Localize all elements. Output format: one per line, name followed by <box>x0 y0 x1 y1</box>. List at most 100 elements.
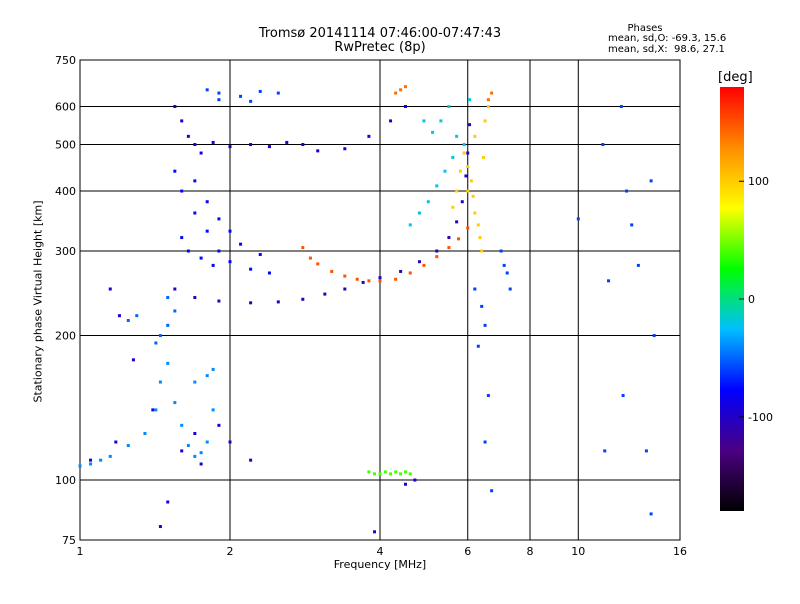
data-point <box>466 164 470 168</box>
data-point <box>89 458 93 462</box>
data-point <box>468 123 472 127</box>
data-point <box>480 304 484 308</box>
data-point <box>108 454 112 458</box>
data-point <box>417 211 421 215</box>
data-point <box>301 297 305 301</box>
data-point <box>367 470 371 474</box>
data-point <box>455 220 459 224</box>
data-point <box>447 246 451 250</box>
data-point <box>576 217 580 221</box>
data-point <box>447 105 451 109</box>
data-point <box>199 151 203 155</box>
data-point <box>228 440 232 444</box>
x-tick-label: 1 <box>77 545 84 558</box>
data-point <box>166 296 170 300</box>
colorbar-tick-label: 100 <box>748 175 769 188</box>
data-point <box>343 147 347 151</box>
data-point <box>89 462 93 466</box>
data-point <box>228 145 232 149</box>
data-point <box>422 263 426 267</box>
data-point <box>649 179 653 183</box>
data-point <box>249 99 253 103</box>
data-point <box>126 444 130 448</box>
data-point <box>355 277 359 281</box>
data-point <box>439 119 443 123</box>
data-point <box>403 482 407 486</box>
data-point <box>644 449 648 453</box>
data-point <box>99 458 103 462</box>
data-point <box>199 256 203 260</box>
data-point <box>126 318 130 322</box>
data-point <box>193 296 197 300</box>
data-point <box>408 223 412 227</box>
data-point <box>625 189 629 193</box>
data-point <box>607 279 611 283</box>
y-tick-label: 200 <box>55 330 76 343</box>
phase-stats-o: mean, sd,O: -69.3, 15.6 <box>608 33 727 44</box>
data-point <box>173 105 177 109</box>
data-point <box>373 472 377 476</box>
data-point <box>228 260 232 264</box>
data-point <box>78 464 82 468</box>
data-point <box>383 470 387 474</box>
data-point <box>601 143 605 147</box>
data-point <box>193 211 197 215</box>
data-point <box>205 374 209 378</box>
data-point <box>285 140 289 144</box>
x-tick-label: 2 <box>227 545 234 558</box>
data-point <box>389 119 393 123</box>
data-point <box>117 314 121 318</box>
data-point <box>466 189 470 193</box>
data-point <box>490 489 494 493</box>
data-point <box>217 98 221 102</box>
data-point <box>483 323 487 327</box>
colorbar-tick-label: -100 <box>748 411 773 424</box>
data-point <box>443 169 447 173</box>
data-point <box>603 449 607 453</box>
y-tick-label: 400 <box>55 185 76 198</box>
data-point <box>249 301 253 305</box>
data-point <box>180 189 184 193</box>
data-point <box>457 237 461 241</box>
data-point <box>435 249 439 253</box>
data-point <box>199 451 203 455</box>
data-point <box>486 394 490 398</box>
data-point <box>186 249 190 253</box>
data-point <box>435 255 439 259</box>
data-point <box>483 440 487 444</box>
data-point <box>205 88 209 92</box>
data-point <box>308 256 312 260</box>
data-point <box>476 344 480 348</box>
data-point <box>316 149 320 153</box>
data-point <box>473 134 477 138</box>
data-point <box>499 249 503 253</box>
data-point <box>154 341 158 345</box>
data-point <box>205 440 209 444</box>
data-point <box>399 472 403 476</box>
data-point <box>301 143 305 147</box>
y-tick-label: 600 <box>55 101 76 114</box>
data-point <box>205 200 209 204</box>
data-point <box>426 200 430 204</box>
data-point <box>143 432 147 436</box>
data-point <box>361 280 365 284</box>
data-point <box>173 309 177 313</box>
y-tick-label: 300 <box>55 245 76 258</box>
data-point <box>193 143 197 147</box>
data-point <box>180 449 184 453</box>
colorbar-unit-label: [deg] <box>718 70 753 85</box>
data-point <box>652 334 656 338</box>
data-point <box>619 105 623 109</box>
data-point <box>258 253 262 257</box>
phase-stats-heading: Phases <box>627 23 663 34</box>
data-point <box>394 470 398 474</box>
data-point <box>502 263 506 267</box>
data-point <box>413 478 417 482</box>
data-point <box>466 151 470 155</box>
y-tick-label: 75 <box>62 534 76 547</box>
data-point <box>508 287 512 291</box>
data-point <box>217 299 221 303</box>
phase-colorbar: 100 0 -100 <box>720 87 773 511</box>
